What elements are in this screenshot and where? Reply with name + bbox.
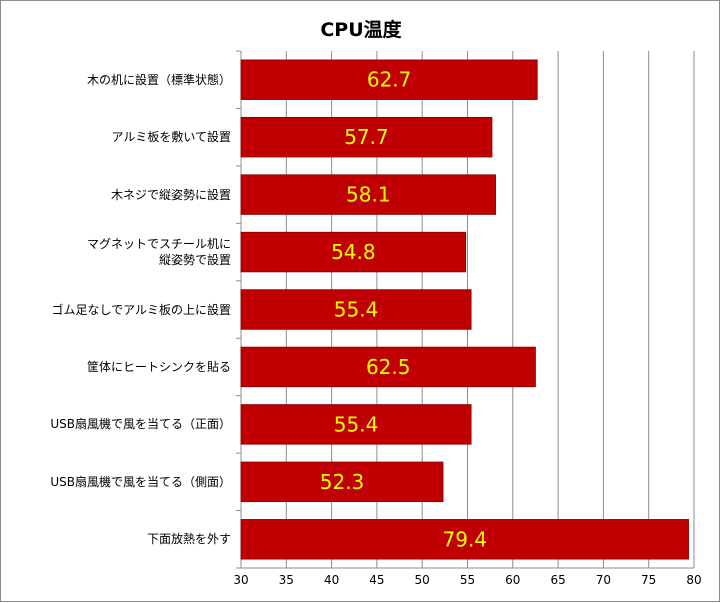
x-tick-label-60: 60 (505, 573, 521, 587)
bar-2 (240, 174, 496, 215)
category-label-5: 筐体にヒートシンクを貼る (86, 359, 231, 374)
x-tick-label-75: 75 (641, 573, 657, 587)
data-label-1: 57.7 (344, 125, 389, 149)
bar-4 (240, 289, 472, 330)
bar-8 (240, 519, 689, 560)
category-label-3: マグネットでスチール机に 縦姿勢で設置 (86, 237, 231, 268)
data-label-7: 52.3 (320, 470, 365, 494)
data-label-2: 58.1 (346, 183, 391, 207)
x-tick-label-30: 30 (233, 573, 249, 587)
data-label-4: 55.4 (334, 298, 379, 322)
bar-5 (240, 346, 536, 388)
data-label-0: 62.7 (367, 68, 412, 92)
x-tick-label-35: 35 (278, 573, 294, 587)
data-label-3: 54.8 (331, 240, 376, 264)
x-tick-label-65: 65 (550, 573, 566, 587)
category-label-7: USB扇風機で風を当てる（側面） (50, 474, 231, 489)
category-label-8: 下面放熱を外す (146, 532, 231, 547)
data-label-6: 55.4 (334, 412, 379, 436)
x-tick-label-45: 45 (369, 573, 385, 587)
x-tick-label-55: 55 (459, 573, 476, 587)
x-tick-label-40: 40 (323, 573, 340, 587)
x-tick-label-50: 50 (414, 573, 430, 587)
category-label-2: 木ネジで縦姿勢に設置 (110, 187, 231, 202)
bar-7 (240, 461, 444, 503)
bar-0 (240, 59, 538, 100)
data-label-8: 79.4 (443, 527, 488, 551)
bar-6 (240, 404, 472, 445)
category-label-0: 木の机に設置（標準状態） (86, 72, 231, 87)
category-label-4: ゴム足なしでアルミ板の上に設置 (51, 302, 231, 317)
x-tick-label-80: 80 (686, 573, 702, 587)
x-tick-label-70: 70 (595, 573, 612, 587)
category-label-6: USB扇風機で風を当てる（正面） (50, 417, 231, 432)
category-label-1: アルミ板を敷いて設置 (111, 130, 231, 145)
bar-1 (240, 116, 493, 158)
bar-3 (240, 231, 467, 273)
chart-title: CPU温度 (320, 19, 402, 41)
data-label-5: 62.5 (366, 355, 411, 379)
